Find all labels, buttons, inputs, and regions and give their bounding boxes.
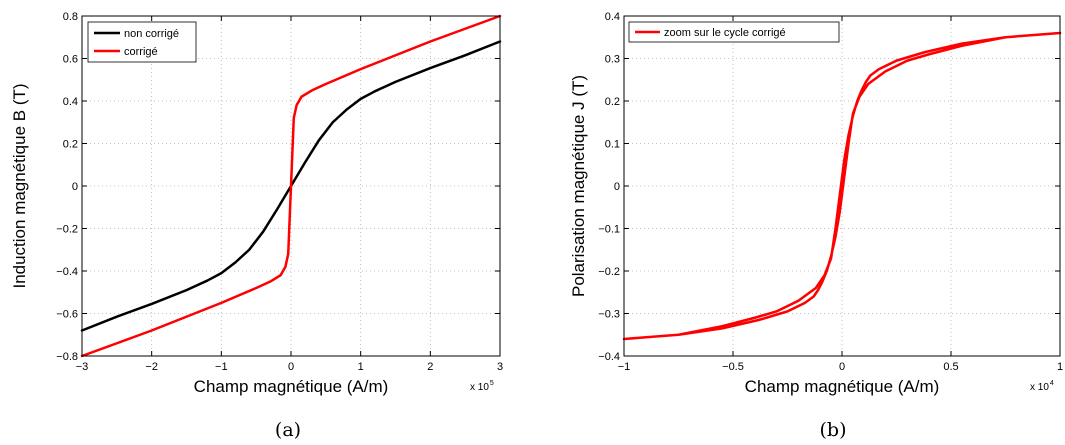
- legend-label-zoom: zoom sur le cycle corrigé: [664, 27, 786, 39]
- x-tick-label-b: 0.5: [943, 361, 958, 373]
- legend-label-corrige: corrigé: [124, 46, 158, 58]
- x-tick-label-b: 1: [1057, 361, 1063, 373]
- y-tick-label-a: 0.4: [63, 96, 78, 108]
- y-tick-label-a: −0.8: [56, 351, 78, 363]
- x-tick-label-a: 2: [427, 361, 433, 373]
- x-axis-label-a: Champ magnétique (A/m): [194, 377, 389, 396]
- x-tick-label-a: 0: [288, 361, 294, 373]
- y-tick-label-b: 0.1: [605, 139, 620, 151]
- x-tick-label-a: 3: [497, 361, 503, 373]
- y-tick-label-a: 0.8: [63, 11, 78, 23]
- chart-b: −1 −0.5 0 0.5 1 −0.4 −0.3 −0.2 −0.1 0 0.1 0.2 0.3 0.4…: [569, 11, 1063, 441]
- series-line-corrige: [80, 14, 502, 358]
- legend-box-b: [628, 21, 840, 43]
- series-group-a: [80, 14, 502, 358]
- x-tick-label-a: −2: [145, 361, 158, 373]
- y-tick-label-a: 0.6: [63, 54, 78, 66]
- y-tick-label-b: 0.3: [605, 54, 620, 66]
- y-tick-label-b: −0.2: [598, 266, 620, 278]
- x-tick-label-a: −3: [76, 361, 89, 373]
- y-tick-label-b: −0.3: [598, 309, 620, 321]
- y-tick-label-b: 0.2: [605, 96, 620, 108]
- x-multiplier-a: x 105: [470, 380, 494, 393]
- y-tick-label-a: −0.2: [56, 224, 78, 236]
- x-multiplier-b: x 104: [1030, 380, 1054, 393]
- y-tick-label-b: 0: [614, 181, 620, 193]
- y-tick-label-a: 0.2: [63, 139, 78, 151]
- caption-a: (a): [275, 419, 301, 441]
- y-axis-label-a: Induction magnétique B (T): [10, 83, 29, 288]
- y-axis-label-b: Polarisation magnétique J (T): [569, 75, 588, 297]
- caption-b: (b): [820, 419, 847, 441]
- legend-box-a: [87, 21, 197, 63]
- y-tick-label-b: −0.1: [598, 224, 620, 236]
- chart-a: −3 −2 −1 0 1 2 3−0.8−0.6−0.4−0.200.20.40.60.8 …: [10, 11, 503, 441]
- legend-a: non corrigé corrigé: [87, 21, 197, 63]
- x-tick-label-b: −1: [618, 361, 631, 373]
- x-tick-label-b: −0.5: [722, 361, 744, 373]
- x-axis-label-b: Champ magnétique (A/m): [745, 377, 940, 396]
- y-tick-label-a: −0.6: [56, 309, 78, 321]
- ticks-a: −3 −2 −1 0 1 2 3 −0.8 −0.6 −0.4 −0.2 0 0.2 0.4 0.6 0.8: [56, 11, 503, 373]
- x-multiplier-exp-a: 5: [490, 380, 494, 387]
- x-tick-label-b: 0: [839, 361, 845, 373]
- x-tick-label-a: −1: [215, 361, 228, 373]
- x-multiplier-base-a: x 10: [470, 382, 489, 393]
- y-tick-label-a: −0.4: [56, 266, 78, 278]
- y-tick-label-a: 0: [72, 181, 78, 193]
- legend-label-non-corrige: non corrigé: [124, 28, 179, 40]
- x-multiplier-base-b: x 10: [1030, 382, 1049, 393]
- grid-a: [82, 16, 500, 356]
- y-tick-label-b: 0.4: [605, 11, 620, 23]
- x-multiplier-exp-b: 4: [1050, 380, 1054, 387]
- x-tick-label-a: 1: [358, 361, 364, 373]
- y-tick-label-b: −0.4: [598, 351, 620, 363]
- legend-b: zoom sur le cycle corrigé: [628, 21, 840, 43]
- grid-b: [624, 16, 1060, 356]
- ticks-b: −1 −0.5 0 0.5 1 −0.4 −0.3 −0.2 −0.1 0 0.1 0.2 0.3 0.4: [598, 11, 1063, 373]
